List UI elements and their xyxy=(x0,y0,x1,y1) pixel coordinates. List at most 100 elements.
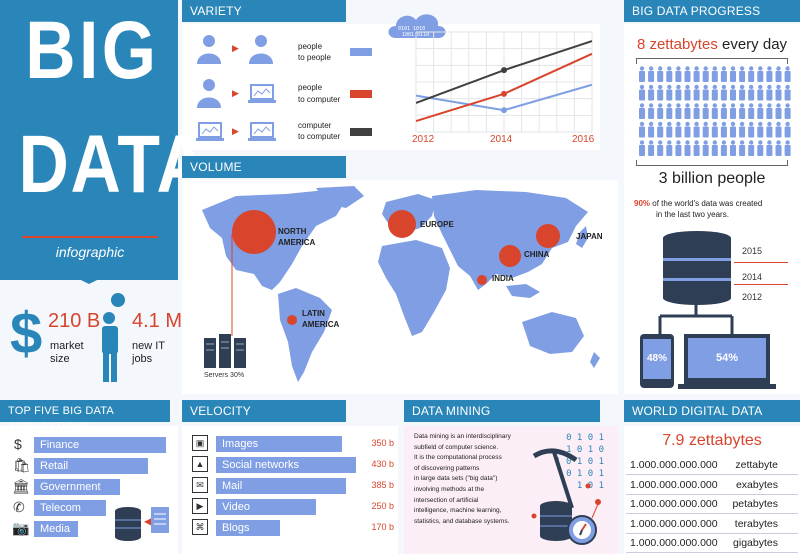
person-icon xyxy=(675,66,682,82)
binary-line: 0 1 0 1 xyxy=(566,433,604,443)
connector-lines xyxy=(658,304,734,334)
velocity-bar: Social networks xyxy=(216,457,356,473)
applications-header: TOP FIVE BIG DATA APPLICATIONS xyxy=(0,400,170,433)
world-map xyxy=(202,186,600,382)
data-created-pct: 90% xyxy=(634,199,651,208)
person-icon xyxy=(748,84,755,101)
world-rows: 1.000.000.000.000 zettabyte 1.000.000.000.… xyxy=(626,456,798,554)
legend-swatch-people-to-people xyxy=(350,48,372,56)
world-row-unit: petabytes xyxy=(732,498,778,510)
title-panel xyxy=(0,0,178,280)
person-icon xyxy=(739,103,746,119)
person-icon xyxy=(757,121,764,138)
person-icon xyxy=(730,66,736,82)
person-icon xyxy=(648,84,655,101)
people-count: 3 billion people xyxy=(658,170,766,187)
person-idea-icon xyxy=(102,293,125,382)
person-icon xyxy=(720,103,727,119)
mining-line: involving methods at the xyxy=(414,485,485,493)
x-tick-label: 2012 xyxy=(412,134,435,145)
person-icon xyxy=(657,66,664,82)
world-row-unit: gigabytes xyxy=(733,537,778,549)
series-point-1 xyxy=(501,90,507,97)
person-icon xyxy=(684,140,691,156)
legend-swatch-computer-to-computer xyxy=(350,128,372,136)
person-icon xyxy=(711,140,718,156)
app-bar-retail: Retail xyxy=(34,458,148,474)
velocity-value: 250 b xyxy=(371,501,394,511)
person-icon xyxy=(730,121,736,138)
mining-line: It is the computational process xyxy=(414,454,502,462)
person-icon xyxy=(720,84,727,101)
servers-label: Servers 30% xyxy=(204,372,245,379)
variety-label: people xyxy=(298,83,323,92)
world-row-unit: exabytes xyxy=(735,478,778,491)
person-icon xyxy=(711,66,718,82)
server-icon xyxy=(204,334,246,368)
person-icon xyxy=(775,103,782,119)
year-line xyxy=(734,262,788,263)
pickaxe-database-icon xyxy=(531,448,601,545)
person-icon xyxy=(702,140,709,156)
region-label: JAPAN xyxy=(576,232,603,241)
person-icon xyxy=(639,121,645,138)
laptop-icon xyxy=(248,122,276,141)
person-icon xyxy=(684,103,691,119)
variety-label: to computer xyxy=(298,95,341,104)
mining-line: of discovering patterns xyxy=(414,464,480,472)
person-icon xyxy=(739,84,746,101)
variety-label: to people xyxy=(298,53,331,62)
person-icon xyxy=(784,103,791,119)
jobs-value: 4.1 M xyxy=(132,310,183,332)
person-icon xyxy=(775,121,782,138)
person-icon xyxy=(784,66,791,82)
world-row: 1.000.000.000.000 zettabyte xyxy=(626,456,798,475)
person-icon xyxy=(693,84,700,101)
world-row-number: 1.000.000.000.000 xyxy=(630,537,718,549)
svg-text:0101 1010: 0101 1010 xyxy=(398,26,425,32)
database-icon xyxy=(115,507,141,541)
region-label: LATIN AMERICA xyxy=(302,309,340,329)
laptop-screen: 54% xyxy=(688,338,766,378)
person-icon xyxy=(675,140,682,156)
person-icon xyxy=(648,121,655,138)
mail-icon: ✉ xyxy=(192,477,208,493)
person-icon xyxy=(748,66,755,82)
binary-line: 0 1 0 1 xyxy=(566,469,604,479)
year-line xyxy=(734,284,788,285)
data-created: 90% of the world's data was created in t… xyxy=(634,198,798,220)
person-icon xyxy=(730,84,736,101)
person-icon xyxy=(666,140,673,156)
person-icon xyxy=(657,103,664,119)
velocity-value: 170 b xyxy=(371,522,394,532)
person-icon xyxy=(748,121,755,138)
database-stack-icon xyxy=(663,231,731,305)
app-bar-telecom: Telecom xyxy=(34,500,106,516)
laptop-percent: 54% xyxy=(715,352,739,364)
person-icon xyxy=(702,66,709,82)
velocity-rows: ▣ Images 350 b ▲ Social networks 430 b ✉ Mail 38… xyxy=(190,434,396,550)
world-row-number: 1.000.000.000.000 xyxy=(630,498,718,510)
mining-line: in large data sets ("big data") xyxy=(414,475,498,483)
velocity-value: 385 b xyxy=(371,480,394,490)
laptop-icon xyxy=(196,122,224,141)
person-icon xyxy=(693,66,700,82)
person-icon xyxy=(757,103,764,119)
app-bar-finance: Finance xyxy=(34,437,166,453)
person-icon xyxy=(766,66,773,82)
person-icon xyxy=(702,103,709,119)
person-icon xyxy=(639,103,645,119)
title-underline xyxy=(22,236,158,238)
person-icon xyxy=(757,66,764,82)
binary-line: 1 0 1 0 xyxy=(566,445,604,455)
person-icon xyxy=(675,84,682,101)
person-icon xyxy=(693,121,700,138)
zettabytes-daily: 8 zettabytes every day xyxy=(632,36,792,53)
variety-label: to computer xyxy=(298,132,341,141)
image-icon: ▣ xyxy=(192,435,208,451)
government-building-icon: 🏛 xyxy=(12,478,30,494)
person-icon xyxy=(766,140,773,156)
variety-line-chart xyxy=(415,31,593,133)
person-icon xyxy=(720,140,727,156)
person-icon xyxy=(766,121,773,138)
